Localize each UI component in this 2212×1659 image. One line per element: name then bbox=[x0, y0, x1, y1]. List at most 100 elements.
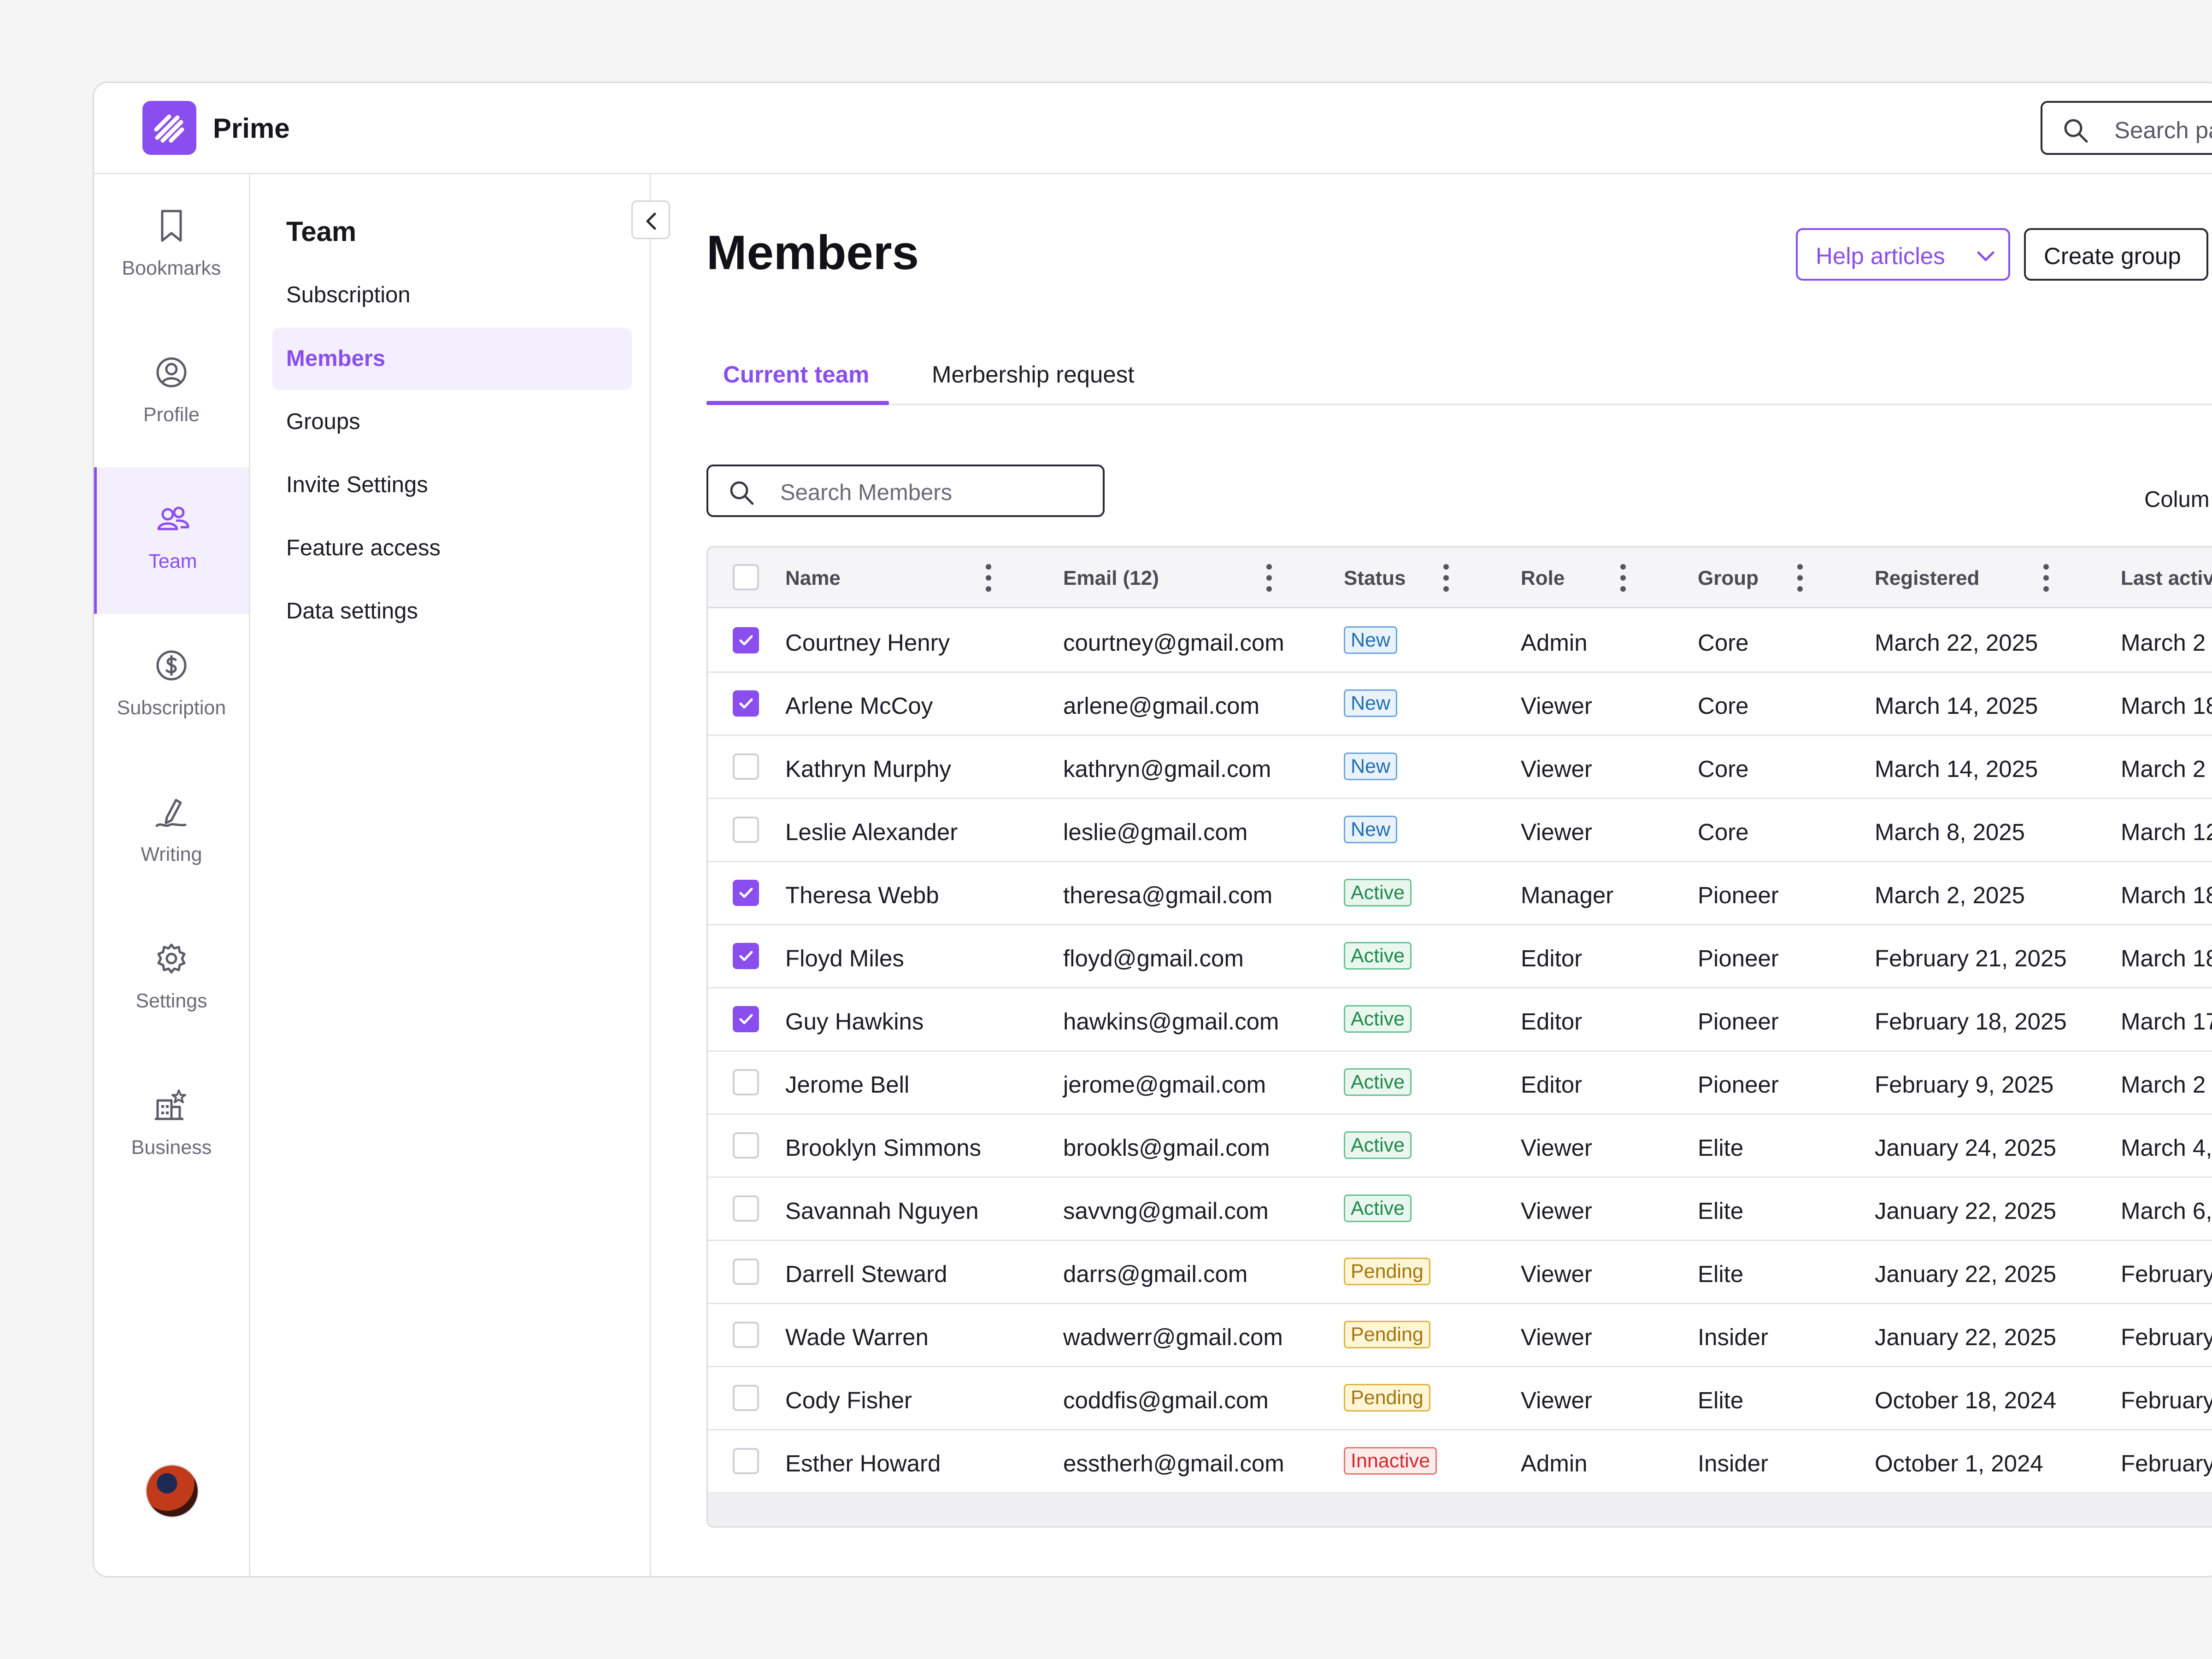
row-checkbox[interactable] bbox=[733, 690, 759, 717]
cell-registered: January 22, 2025 bbox=[1875, 1261, 2057, 1287]
global-search-input[interactable]: Search pa bbox=[2041, 101, 2212, 155]
table-row[interactable]: Courtney Henry courtney@gmail.com New Admin… bbox=[708, 610, 2212, 673]
cell-role: Viewer bbox=[1521, 693, 1592, 719]
kebab-menu-icon[interactable] bbox=[2043, 564, 2049, 592]
table-row[interactable]: Jerome Bell jerome@gmail.com Active Editor P… bbox=[708, 1052, 2212, 1115]
subnav-item-groups[interactable]: Groups bbox=[286, 409, 360, 434]
row-checkbox[interactable] bbox=[733, 753, 759, 780]
table-row[interactable]: Esther Howard esstherh@gmail.com Innactive… bbox=[708, 1430, 2212, 1494]
subnav-item-feature-access[interactable]: Feature access bbox=[286, 535, 441, 560]
prime-logo-icon[interactable] bbox=[142, 101, 196, 155]
cell-registered: October 18, 2024 bbox=[1875, 1387, 2057, 1413]
cell-role: Viewer bbox=[1521, 1324, 1592, 1350]
columns-button[interactable]: Colum bbox=[2144, 487, 2210, 512]
cell-name: Cody Fisher bbox=[785, 1387, 912, 1413]
rail-item-subscription[interactable]: Subscription bbox=[94, 614, 249, 760]
cell-last: March 18 bbox=[2121, 693, 2212, 719]
app-window: Prime Search pa Bookmarks Profile bbox=[93, 82, 2212, 1577]
global-search-placeholder: Search pa bbox=[2114, 117, 2212, 143]
rail-item-bookmarks[interactable]: Bookmarks bbox=[94, 174, 249, 321]
rail-item-label: Subscription bbox=[117, 697, 226, 719]
cell-email: darrs@gmail.com bbox=[1063, 1261, 1248, 1287]
row-checkbox[interactable] bbox=[733, 943, 759, 969]
tab-membership-request[interactable]: Merbership request bbox=[932, 361, 1135, 388]
column-header-email[interactable]: Email (12) bbox=[1063, 567, 1159, 589]
table-row[interactable]: Savannah Nguyen savvng@gmail.com Active Vie… bbox=[708, 1178, 2212, 1241]
rail-item-label: Settings bbox=[135, 990, 207, 1012]
row-checkbox[interactable] bbox=[733, 1259, 759, 1285]
status-badge: Pending bbox=[1344, 1321, 1430, 1348]
row-checkbox[interactable] bbox=[733, 1448, 759, 1474]
collapse-sidebar-button[interactable] bbox=[631, 200, 670, 239]
rail-item-settings[interactable]: Settings bbox=[94, 907, 249, 1053]
row-checkbox[interactable] bbox=[733, 1132, 759, 1159]
column-header-registered[interactable]: Registered bbox=[1875, 567, 1980, 589]
column-header-name[interactable]: Name bbox=[785, 567, 841, 589]
top-bar: Prime Search pa bbox=[94, 83, 2212, 174]
cell-email: savvng@gmail.com bbox=[1063, 1198, 1269, 1224]
help-articles-button[interactable]: Help articles bbox=[1796, 228, 2010, 281]
user-avatar[interactable] bbox=[145, 1464, 199, 1518]
status-badge: Pending bbox=[1344, 1384, 1430, 1412]
row-checkbox[interactable] bbox=[733, 1385, 759, 1411]
rail-item-writing[interactable]: Writing bbox=[94, 760, 249, 907]
search-members-input[interactable]: Search Members bbox=[706, 465, 1105, 517]
tab-current-team[interactable]: Current team bbox=[723, 361, 870, 388]
table-row[interactable]: Cody Fisher coddfis@gmail.com Pending Viewe… bbox=[708, 1367, 2212, 1430]
table-row[interactable]: Darrell Steward darrs@gmail.com Pending Vie… bbox=[708, 1241, 2212, 1304]
select-all-checkbox[interactable] bbox=[733, 564, 759, 590]
row-checkbox[interactable] bbox=[733, 817, 759, 843]
rail-item-team[interactable]: Team bbox=[94, 467, 249, 614]
rail-item-business[interactable]: Business bbox=[94, 1053, 249, 1200]
table-row[interactable]: Guy Hawkins hawkins@gmail.com Active Editor… bbox=[708, 988, 2212, 1052]
table-row[interactable]: Kathryn Murphy kathryn@gmail.com New Viewer… bbox=[708, 736, 2212, 799]
create-group-button[interactable]: Create group bbox=[2024, 228, 2208, 281]
cell-role: Admin bbox=[1521, 629, 1588, 656]
cell-name: Wade Warren bbox=[785, 1324, 929, 1350]
kebab-menu-icon[interactable] bbox=[1443, 564, 1449, 592]
subnav-item-subscription[interactable]: Subscription bbox=[286, 282, 411, 307]
cell-role: Manager bbox=[1521, 882, 1614, 908]
tabs-divider bbox=[706, 404, 2212, 405]
subnav-item-members[interactable]: Members bbox=[272, 328, 632, 390]
table-row[interactable]: Wade Warren wadwerr@gmail.com Pending Viewe… bbox=[708, 1304, 2212, 1367]
cell-email: hawkins@gmail.com bbox=[1063, 1008, 1279, 1035]
row-checkbox[interactable] bbox=[733, 1322, 759, 1348]
table-row[interactable]: Theresa Webb theresa@gmail.com Active Manag… bbox=[708, 862, 2212, 925]
kebab-menu-icon[interactable] bbox=[1620, 564, 1626, 592]
row-checkbox[interactable] bbox=[733, 1195, 759, 1222]
column-header-group[interactable]: Group bbox=[1698, 567, 1759, 589]
table-row[interactable]: Leslie Alexander leslie@gmail.com New Viewe… bbox=[708, 799, 2212, 862]
cell-role: Admin bbox=[1521, 1450, 1588, 1477]
checkmark-icon bbox=[739, 698, 753, 709]
pen-icon bbox=[155, 799, 187, 827]
table-row[interactable]: Arlene McCoy arlene@gmail.com New Viewer Cor… bbox=[708, 673, 2212, 736]
cell-role: Viewer bbox=[1521, 1261, 1592, 1287]
kebab-menu-icon[interactable] bbox=[1266, 564, 1272, 592]
subnav-title: Team bbox=[286, 216, 357, 247]
icon-rail: Bookmarks Profile Team bbox=[94, 174, 250, 1576]
cell-registered: February 21, 2025 bbox=[1875, 945, 2067, 971]
table-row[interactable]: Floyd Miles floyd@gmail.com Active Editor Pi… bbox=[708, 925, 2212, 988]
cell-name: Arlene McCoy bbox=[785, 693, 933, 719]
rail-item-profile[interactable]: Profile bbox=[94, 321, 249, 467]
column-header-status[interactable]: Status bbox=[1344, 567, 1406, 589]
column-header-role[interactable]: Role bbox=[1521, 567, 1565, 589]
cell-last: March 4, bbox=[2121, 1135, 2212, 1161]
search-members-placeholder: Search Members bbox=[780, 480, 953, 505]
subnav-item-invite-settings[interactable]: Invite Settings bbox=[286, 472, 428, 497]
column-header-last-activity[interactable]: Last activ bbox=[2121, 567, 2212, 589]
table-header: Name Email (12) Status Role Group Regist… bbox=[708, 547, 2212, 608]
table-row[interactable]: Brooklyn Simmons brookls@gmail.com Active V… bbox=[708, 1115, 2212, 1178]
kebab-menu-icon[interactable] bbox=[986, 564, 991, 592]
row-checkbox[interactable] bbox=[733, 1006, 759, 1032]
row-checkbox[interactable] bbox=[733, 880, 759, 906]
row-checkbox[interactable] bbox=[733, 1069, 759, 1095]
cell-group: Insider bbox=[1698, 1324, 1769, 1350]
cell-last: March 2 bbox=[2121, 756, 2206, 782]
subnav-item-data-settings[interactable]: Data settings bbox=[286, 599, 418, 624]
row-checkbox[interactable] bbox=[733, 627, 759, 653]
kebab-menu-icon[interactable] bbox=[1797, 564, 1803, 592]
checkmark-icon bbox=[739, 888, 753, 898]
status-badge: New bbox=[1344, 816, 1398, 843]
